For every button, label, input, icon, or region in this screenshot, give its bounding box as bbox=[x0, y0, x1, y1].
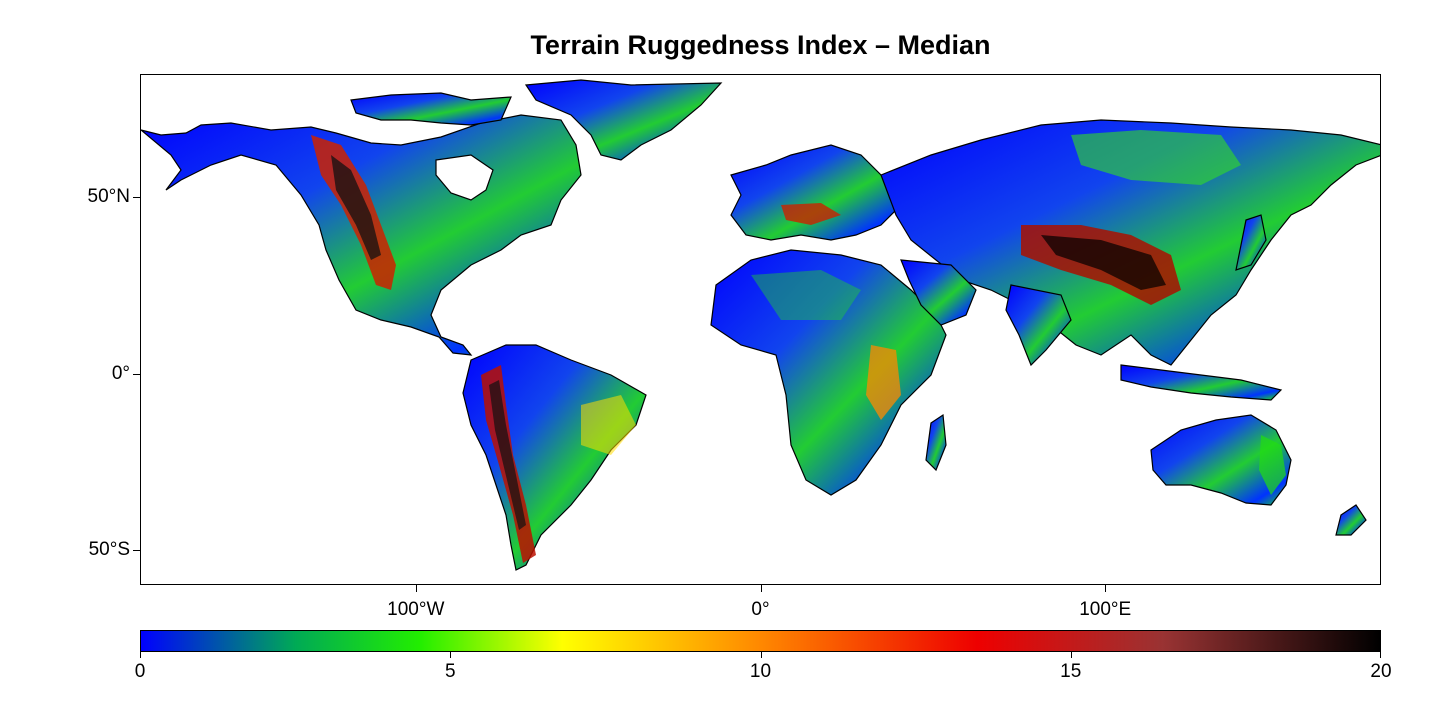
map-title: Terrain Ruggedness Index – Median bbox=[530, 30, 991, 60]
colorbar-tick-label: 0 bbox=[134, 661, 146, 682]
brazil-highlands bbox=[581, 395, 636, 455]
lat-tick-mark bbox=[133, 549, 140, 551]
himalaya-dark bbox=[1041, 235, 1166, 290]
lon-tick-mark bbox=[760, 585, 762, 592]
world-map bbox=[141, 79, 1380, 571]
colorbar bbox=[140, 630, 1381, 652]
greenland-land bbox=[524, 79, 723, 161]
colorbar-tick-mark bbox=[1380, 652, 1381, 658]
lat-tick-mark bbox=[133, 373, 140, 375]
australia-land bbox=[1150, 414, 1292, 506]
europe-land bbox=[730, 144, 902, 241]
colorbar-tick-label: 20 bbox=[1370, 661, 1392, 682]
arabia-land bbox=[900, 259, 977, 326]
colorbar-tick-mark bbox=[760, 652, 762, 658]
colorbar-tick-mark bbox=[450, 652, 452, 658]
sahara-green bbox=[751, 270, 861, 320]
lat-tick-label: 50°S bbox=[88, 538, 130, 560]
india-land bbox=[1005, 284, 1072, 367]
lat-tick-label: 50°N bbox=[87, 186, 130, 208]
japan-land bbox=[1235, 214, 1267, 271]
southeast-asia-islands bbox=[1120, 364, 1283, 401]
colorbar-tick-label: 10 bbox=[749, 661, 772, 682]
lon-tick-mark bbox=[1105, 585, 1107, 592]
siberia-green bbox=[1071, 130, 1241, 185]
lon-tick-mark bbox=[415, 585, 417, 592]
colorbar-tick-mark bbox=[1070, 652, 1072, 658]
africa-land bbox=[710, 249, 947, 496]
andes-dark bbox=[489, 380, 526, 530]
new-zealand-land bbox=[1335, 504, 1367, 536]
east-africa-rugged bbox=[866, 345, 901, 420]
rockies-dark bbox=[331, 155, 381, 260]
lon-tick-label: 0° bbox=[751, 599, 770, 620]
hudson-bay bbox=[435, 154, 494, 201]
madagascar-land bbox=[925, 413, 947, 472]
lat-tick-mark bbox=[133, 197, 140, 199]
alps-rugged bbox=[781, 203, 841, 225]
map-panel bbox=[140, 74, 1381, 585]
lon-tick-label: 100°E bbox=[1079, 599, 1132, 620]
colorbar-tick-label: 15 bbox=[1060, 661, 1082, 682]
colorbar-tick-label: 5 bbox=[444, 661, 456, 682]
arctic-islands bbox=[350, 92, 512, 126]
colorbar-tick-mark bbox=[140, 652, 141, 658]
lon-tick-label: 100°W bbox=[387, 599, 445, 620]
east-australia-rugged bbox=[1259, 435, 1286, 495]
lat-tick-label: 0° bbox=[111, 362, 130, 384]
